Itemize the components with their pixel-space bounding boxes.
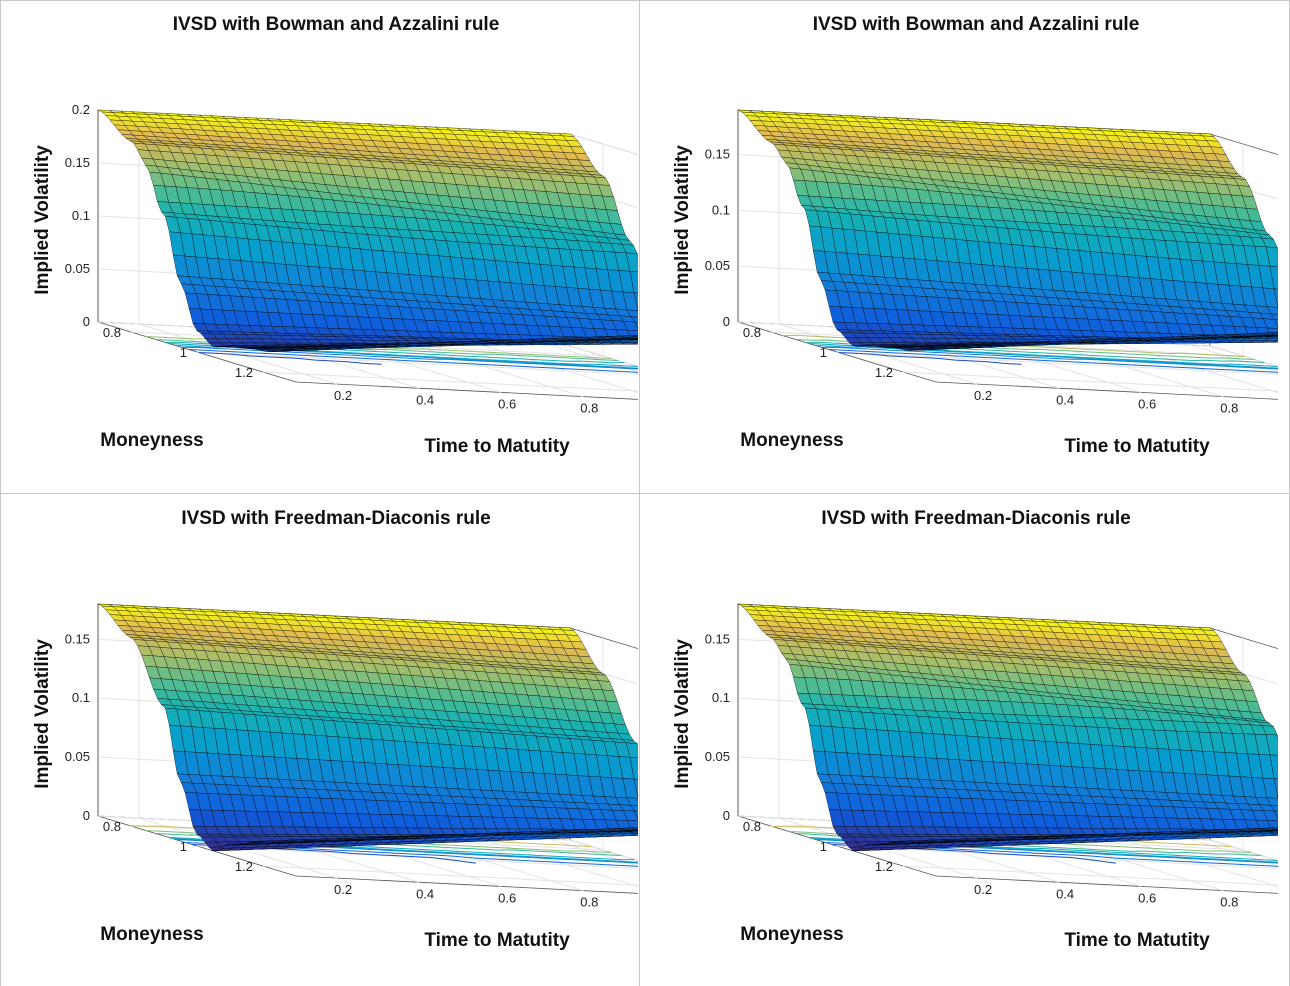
x-tick-label: 0.8 (1220, 401, 1238, 416)
y-axis-label: Moneyness (100, 430, 203, 451)
surface-mesh (97, 109, 638, 352)
x-tick-label: 0.6 (498, 396, 516, 411)
z-axis-label: Implied Volatility (32, 145, 53, 295)
grid-line (569, 345, 638, 368)
y-tick-label: 1.2 (235, 365, 253, 380)
grid-line (262, 371, 638, 392)
surface-plot-3: 00.050.10.150.811.20.20.40.60.811.2IVSD … (32, 508, 638, 951)
z-tick-label: 0.1 (712, 202, 730, 217)
surface-patch (291, 348, 308, 351)
y-tick-label: 1 (820, 345, 827, 360)
surface-patch (931, 347, 948, 349)
z-tick-label: 0.15 (705, 147, 730, 162)
surface-plot-1: 00.050.10.150.20.811.20.20.40.60.811.2IV… (32, 14, 638, 457)
chart-panel-3: 00.050.10.150.811.20.20.40.60.811.2IVSD … (0, 494, 638, 984)
grid-line (262, 865, 638, 886)
y-tick-label: 0.8 (743, 325, 761, 340)
surface-mesh (737, 109, 1278, 351)
contour-line (838, 352, 1022, 365)
z-tick-label: 0.05 (65, 261, 90, 276)
surface-plot-2: 00.050.10.150.811.20.20.40.60.811.2IVSD … (672, 14, 1278, 457)
z-tick-label: 0.05 (705, 258, 730, 273)
x-axis-label: Time to Matutity (424, 436, 570, 457)
grid-line (569, 662, 638, 685)
grid-line (569, 133, 638, 156)
y-axis-label: Moneyness (740, 430, 843, 451)
chart-title: IVSD with Bowman and Azzalini rule (813, 14, 1140, 35)
grid-line (902, 371, 1278, 392)
contour-line (822, 346, 1278, 370)
surface-mesh (97, 603, 638, 851)
z-tick-label: 0 (723, 314, 730, 329)
frame-top (0, 0, 1290, 1)
x-tick-label: 0.2 (974, 388, 992, 403)
x-tick-label: 0.2 (334, 388, 352, 403)
grid-line (836, 351, 1278, 375)
contour-line (815, 345, 1278, 369)
chart-panel-2: 00.050.10.150.811.20.20.40.60.811.2IVSD … (640, 0, 1278, 490)
contour-line (828, 349, 1278, 373)
x-axis-label: Time to Matutity (1064, 436, 1210, 457)
z-tick-label: 0 (83, 314, 90, 329)
z-tick-label: 0.15 (65, 155, 90, 170)
tick-labels: 00.050.10.150.811.20.20.40.60.811.2 (705, 147, 1239, 416)
x-tick-label: 0.6 (1138, 396, 1156, 411)
contour-line (188, 349, 638, 373)
grid-line (569, 839, 638, 862)
chart-title: IVSD with Bowman and Azzalini rule (173, 14, 500, 35)
tick-labels: 00.050.10.150.20.811.20.20.40.60.811.2 (65, 102, 599, 416)
y-tick-label: 1 (180, 345, 187, 360)
z-tick-label: 0.1 (72, 208, 90, 223)
grid-line (196, 351, 638, 375)
y-tick-label: 1.2 (875, 365, 893, 380)
chart-panel-1: 00.050.10.150.20.811.20.20.40.60.811.2IV… (0, 0, 638, 490)
contour-line (198, 352, 382, 365)
y-tick-label: 0.8 (103, 325, 121, 340)
horizontal-divider (0, 493, 1290, 494)
x-tick-label: 0.8 (580, 401, 598, 416)
x-tick-label: 0.4 (1056, 392, 1074, 407)
x-tick-label: 0.4 (416, 392, 434, 407)
z-axis-label: Implied Volatility (672, 145, 693, 295)
z-tick-label: 0.2 (72, 102, 90, 117)
contour-line (182, 346, 638, 370)
